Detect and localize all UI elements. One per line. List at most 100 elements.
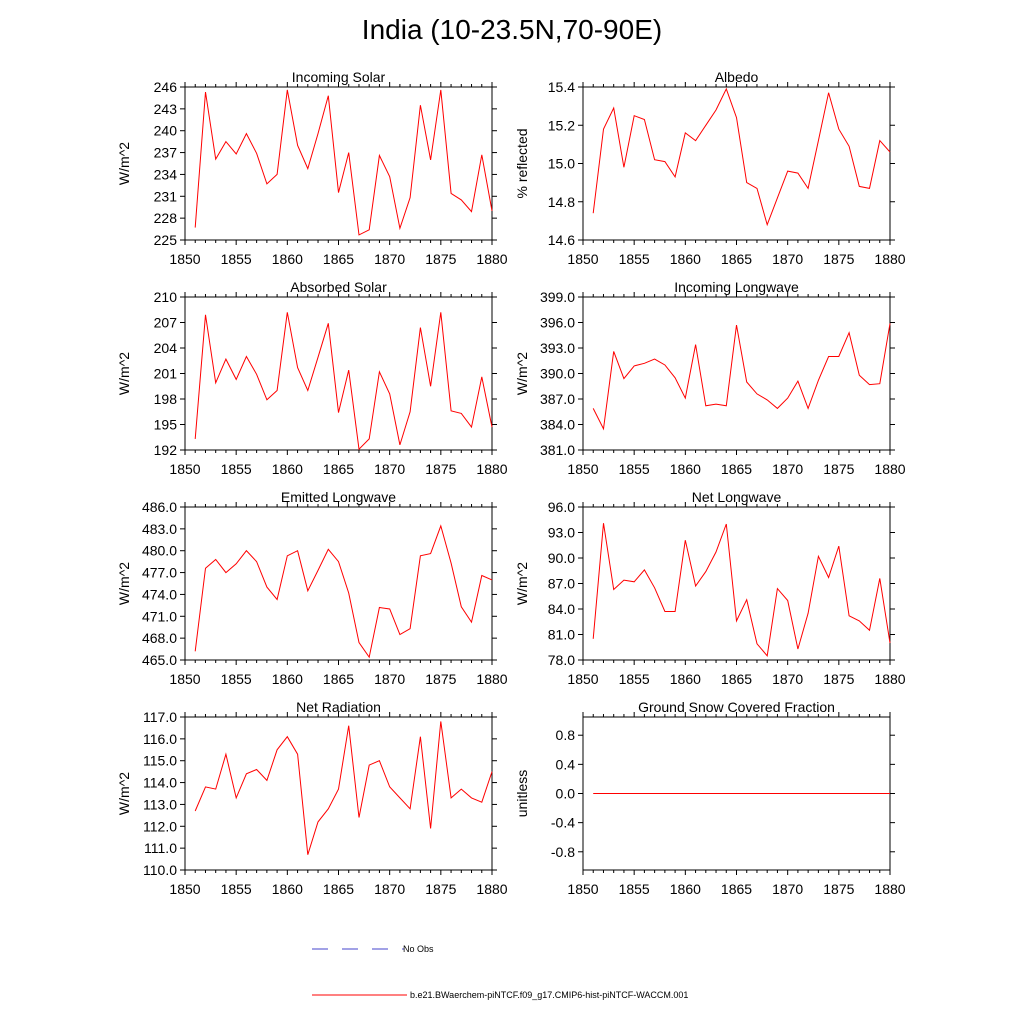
y-axis-label: W/m^2 <box>116 142 132 185</box>
y-axis-label: W/m^2 <box>116 772 132 815</box>
y-tick-label: 486.0 <box>142 499 177 515</box>
y-axis-label: unitless <box>514 770 530 817</box>
y-tick-label: 477.0 <box>142 565 177 581</box>
y-tick-label: 474.0 <box>142 586 177 602</box>
x-tick-label: 1855 <box>619 461 650 477</box>
panel-title: Net Longwave <box>692 489 782 505</box>
x-tick-label: 1850 <box>169 251 200 267</box>
x-tick-label: 1875 <box>823 461 854 477</box>
plot-frame <box>184 506 493 661</box>
x-tick-label: 1860 <box>670 251 701 267</box>
y-tick-label: 204 <box>154 340 178 356</box>
y-tick-label: 114.0 <box>143 775 177 791</box>
panel-title: Incoming Longwave <box>674 279 799 295</box>
y-tick-label: 387.0 <box>540 391 575 407</box>
y-tick-label: 246 <box>154 79 178 95</box>
x-tick-label: 1870 <box>772 671 803 687</box>
x-tick-label: 1880 <box>874 671 905 687</box>
series-line <box>592 523 891 657</box>
chart-panel: Ground Snow Covered Fraction unitless 1850… <box>514 699 906 897</box>
y-tick-label: 15.2 <box>548 117 575 133</box>
x-tick-label: 1865 <box>721 461 752 477</box>
y-tick-label: 81.0 <box>548 627 575 643</box>
panel-title: Net Radiation <box>296 699 381 715</box>
legend-obs-label: No Obs <box>403 944 434 954</box>
series-line <box>194 524 493 659</box>
y-axis-label: W/m^2 <box>514 352 530 395</box>
panel-title: Emitted Longwave <box>281 489 396 505</box>
y-tick-label: 113.0 <box>143 796 177 812</box>
plot-frame <box>184 716 493 871</box>
x-tick-label: 1865 <box>323 671 354 687</box>
y-tick-label: 0.8 <box>556 727 576 743</box>
y-tick-label: 78.0 <box>548 652 575 668</box>
series-line <box>194 721 493 855</box>
y-tick-label: 0.0 <box>556 786 576 802</box>
y-tick-label: 381.0 <box>540 442 575 458</box>
x-tick-label: 1855 <box>619 671 650 687</box>
y-axis-label: % reflected <box>514 128 530 198</box>
x-tick-label: 1855 <box>221 881 252 897</box>
y-tick-label: 198 <box>154 391 178 407</box>
series-line <box>592 323 891 431</box>
y-tick-label: 192 <box>154 442 178 458</box>
panel-title: Ground Snow Covered Fraction <box>638 699 835 715</box>
y-axis-label: W/m^2 <box>514 562 530 605</box>
y-tick-label: 393.0 <box>540 340 575 356</box>
x-tick-label: 1850 <box>567 881 598 897</box>
y-tick-label: 14.6 <box>548 232 575 248</box>
y-tick-label: 480.0 <box>142 543 177 559</box>
y-tick-label: 384.0 <box>540 417 575 433</box>
x-tick-label: 1875 <box>425 251 456 267</box>
x-tick-label: 1865 <box>721 881 752 897</box>
figure-title: India (10-23.5N,70-90E) <box>361 14 663 45</box>
x-tick-label: 1865 <box>323 251 354 267</box>
x-tick-label: 1880 <box>874 461 905 477</box>
x-tick-label: 1870 <box>374 251 405 267</box>
x-tick-label: 1870 <box>374 671 405 687</box>
x-tick-label: 1855 <box>221 461 252 477</box>
x-tick-label: 1850 <box>567 251 598 267</box>
x-tick-label: 1880 <box>476 251 507 267</box>
chart-panel: Absorbed Solar W/m^2 1850 1855 1860 1865 1870 1… <box>116 279 508 477</box>
y-axis-label: W/m^2 <box>116 562 132 605</box>
y-tick-label: 84.0 <box>548 601 575 617</box>
x-tick-label: 1875 <box>823 881 854 897</box>
y-tick-label: 207 <box>154 315 178 331</box>
x-tick-label: 1880 <box>476 881 507 897</box>
y-tick-label: 96.0 <box>548 499 575 515</box>
x-tick-label: 1870 <box>772 881 803 897</box>
x-tick-label: 1850 <box>169 671 200 687</box>
x-tick-label: 1860 <box>272 251 303 267</box>
plot-frame <box>582 86 891 241</box>
y-tick-label: 115.0 <box>143 753 177 769</box>
y-tick-label: 15.4 <box>548 79 575 95</box>
x-tick-label: 1860 <box>670 671 701 687</box>
x-tick-label: 1870 <box>772 251 803 267</box>
x-tick-label: 1850 <box>567 461 598 477</box>
legend-case-label: b.e21.BWaerchem-piNTCF.f09_g17.CMIP6-his… <box>410 990 689 1000</box>
x-tick-label: 1880 <box>476 671 507 687</box>
y-tick-label: 195 <box>154 417 178 433</box>
x-tick-label: 1870 <box>374 881 405 897</box>
chart-panel: Incoming Longwave W/m^2 1850 1855 1860 1865 18… <box>514 279 906 477</box>
y-tick-label: 0.4 <box>556 756 576 772</box>
y-tick-label: 228 <box>154 210 178 226</box>
x-tick-label: 1880 <box>874 881 905 897</box>
plot-frame <box>184 86 493 241</box>
y-tick-label: 234 <box>154 166 178 182</box>
y-tick-label: -0.4 <box>551 815 575 831</box>
x-tick-label: 1875 <box>425 671 456 687</box>
y-tick-label: 465.0 <box>142 652 177 668</box>
chart-panel: Net Radiation W/m^2 1850 1855 1860 1865 1870 18… <box>116 699 508 897</box>
y-tick-label: 110.0 <box>143 862 177 878</box>
panel-title: Albedo <box>715 69 759 85</box>
y-tick-label: 15.0 <box>548 156 575 172</box>
x-tick-label: 1850 <box>567 671 598 687</box>
x-tick-label: 1855 <box>221 251 252 267</box>
x-tick-label: 1875 <box>823 671 854 687</box>
x-tick-label: 1875 <box>425 881 456 897</box>
series-line <box>592 87 891 227</box>
x-tick-label: 1860 <box>670 881 701 897</box>
